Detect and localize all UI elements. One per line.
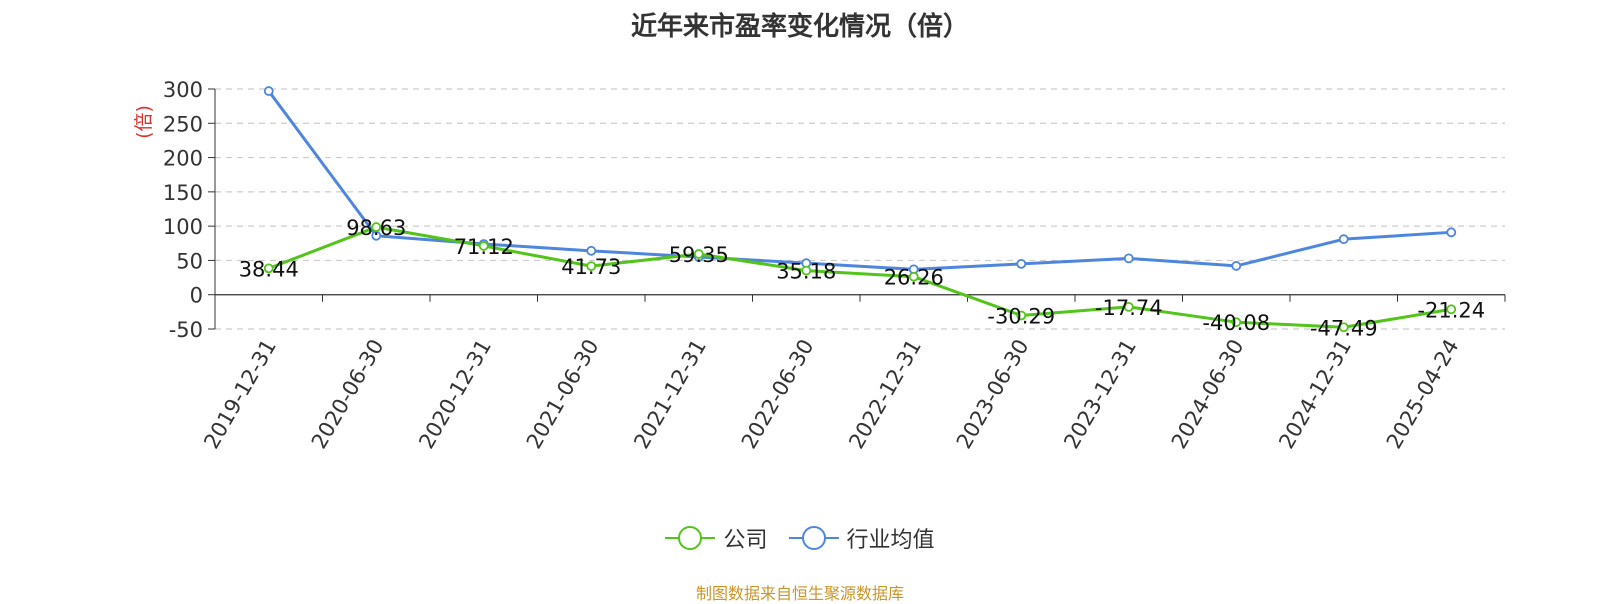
- y-tick-label: 150: [163, 181, 203, 205]
- legend-industry-label: 行业均值: [847, 522, 935, 554]
- x-tick-label: 2023-06-30: [952, 335, 1034, 453]
- industry-average-data-point: [265, 87, 273, 95]
- industry-average-data-point: [1125, 254, 1133, 262]
- y-tick-label: 300: [163, 78, 203, 102]
- x-tick-label: 2020-06-30: [307, 335, 389, 453]
- y-tick-label: 200: [163, 147, 203, 171]
- x-tick-label: 2025-04-24: [1382, 335, 1464, 453]
- industry-average-data-point: [587, 247, 595, 255]
- data-label: 35.18: [776, 260, 836, 284]
- x-tick-label: 2024-12-31: [1274, 335, 1356, 453]
- industry-average-data-point: [1447, 228, 1455, 236]
- source-note: 制图数据来自恒生聚源数据库: [0, 580, 1600, 604]
- data-label: -40.08: [1202, 311, 1270, 335]
- legend-company-label: 公司: [723, 522, 767, 554]
- legend-item-company[interactable]: 公司: [665, 522, 767, 554]
- industry-average-data-point: [1340, 235, 1348, 243]
- y-tick-label: 250: [163, 112, 203, 136]
- y-axis-label: (倍): [133, 105, 155, 139]
- x-tick-label: 2022-12-31: [844, 335, 926, 453]
- data-label: -30.29: [987, 304, 1055, 328]
- x-tick-label: 2021-12-31: [629, 335, 711, 453]
- y-tick-label: 0: [190, 284, 203, 308]
- industry-average-data-point: [1017, 260, 1025, 268]
- data-label: -17.74: [1095, 296, 1163, 320]
- data-label: 71.12: [454, 235, 514, 259]
- x-tick-label: 2023-12-31: [1059, 335, 1141, 453]
- industry-average-data-point: [1232, 262, 1240, 270]
- gridlines: [215, 89, 1505, 329]
- legend-company-marker-icon: [665, 526, 715, 550]
- y-tick-label: 100: [163, 215, 203, 239]
- industry-average-series-line: [269, 91, 1452, 269]
- legend-item-industry-average[interactable]: 行业均值: [789, 522, 935, 554]
- data-label: 59.35: [669, 243, 729, 267]
- x-tick-label: 2022-06-30: [737, 335, 819, 453]
- y-tick-label: 50: [176, 249, 203, 273]
- x-tick-label: 2019-12-31: [199, 335, 281, 453]
- legend-industry-marker-icon: [789, 526, 839, 550]
- data-label: -21.24: [1417, 298, 1485, 322]
- data-label: 41.73: [561, 255, 621, 279]
- data-label: -47.49: [1310, 316, 1378, 340]
- data-label: 38.44: [239, 257, 299, 281]
- data-label: 26.26: [884, 266, 944, 290]
- x-tick-label: 2020-12-31: [414, 335, 496, 453]
- x-tick-label: 2024-06-30: [1167, 335, 1249, 453]
- legend: 公司 行业均值: [0, 522, 1600, 556]
- y-tick-label: -50: [169, 318, 203, 342]
- data-label: 98.63: [346, 216, 406, 240]
- x-tick-label: 2021-06-30: [522, 335, 604, 453]
